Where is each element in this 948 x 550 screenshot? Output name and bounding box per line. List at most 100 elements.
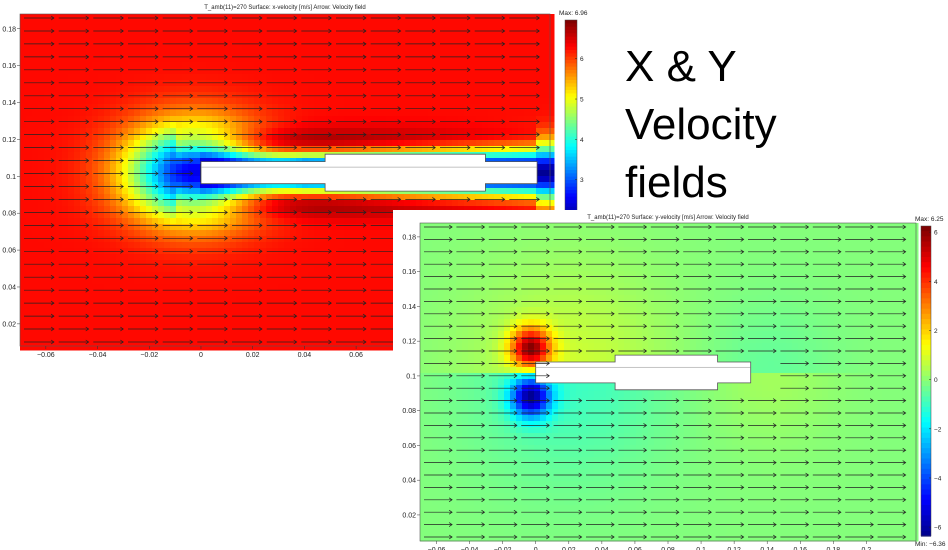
surface-cell: [200, 194, 207, 201]
surface-cell: [458, 206, 465, 213]
surface-cell: [446, 68, 453, 75]
surface-cell: [122, 104, 129, 111]
surface-cell: [266, 296, 273, 303]
surface-cell: [338, 134, 345, 141]
surface-cell: [188, 110, 195, 117]
surface-cell: [296, 194, 303, 201]
surface-cell: [242, 122, 249, 129]
surface-cell: [236, 266, 243, 273]
surface-cell: [332, 32, 339, 39]
surface-cell: [140, 296, 147, 303]
surface-cell: [194, 272, 201, 279]
surface-cell: [44, 182, 51, 189]
surface-cell: [548, 116, 555, 123]
surface-cell: [128, 38, 135, 45]
surface-cell: [242, 302, 249, 309]
surface-cell: [62, 266, 69, 273]
surface-cell: [56, 206, 63, 213]
surface-cell: [260, 290, 267, 297]
surface-cell: [272, 290, 279, 297]
surface-cell: [380, 242, 387, 249]
surface-cell: [386, 122, 393, 129]
surface-cell: [320, 14, 327, 21]
surface-cell: [26, 218, 33, 225]
surface-cell: [122, 92, 129, 99]
surface-cell: [74, 308, 81, 315]
surface-cell: [80, 332, 87, 339]
surface-cell: [494, 140, 501, 147]
surface-cell: [152, 182, 159, 189]
surface-cell: [278, 110, 285, 117]
surface-cell: [206, 20, 213, 27]
surface-cell: [428, 20, 435, 27]
surface-cell: [350, 20, 357, 27]
surface-cell: [218, 236, 225, 243]
surface-cell: [98, 284, 105, 291]
surface-cell: [98, 194, 105, 201]
surface-cell: [50, 116, 57, 123]
surface-cell: [254, 194, 261, 201]
surface-cell: [182, 218, 189, 225]
surface-cell: [218, 338, 225, 345]
surface-cell: [446, 146, 453, 153]
surface-cell: [194, 194, 201, 201]
surface-cell: [116, 80, 123, 87]
surface-cell: [140, 20, 147, 27]
surface-cell: [416, 44, 423, 51]
surface-cell: [122, 56, 129, 63]
surface-cell: [248, 134, 255, 141]
surface-cell: [296, 224, 303, 231]
surface-cell: [254, 20, 261, 27]
surface-cell: [542, 116, 549, 123]
surface-cell: [164, 50, 171, 57]
surface-cell: [212, 110, 219, 117]
surface-cell: [26, 32, 33, 39]
surface-cell: [332, 50, 339, 57]
surface-cell: [248, 338, 255, 345]
surface-cell: [206, 230, 213, 237]
surface-cell: [428, 140, 435, 147]
surface-cell: [338, 242, 345, 249]
surface-cell: [152, 218, 159, 225]
surface-cell: [20, 68, 27, 75]
surface-cell: [332, 92, 339, 99]
surface-cell: [68, 194, 75, 201]
surface-cell: [308, 134, 315, 141]
surface-cell: [230, 266, 237, 273]
surface-cell: [56, 290, 63, 297]
surface-cell: [212, 116, 219, 123]
surface-cell: [44, 98, 51, 105]
surface-cell: [224, 224, 231, 231]
surface-cell: [128, 314, 135, 321]
surface-cell: [44, 26, 51, 33]
surface-cell: [548, 164, 555, 171]
surface-cell: [302, 50, 309, 57]
surface-cell: [278, 266, 285, 273]
surface-cell: [524, 92, 531, 99]
surface-cell: [152, 116, 159, 123]
surface-cell: [506, 62, 513, 69]
surface-cell: [404, 200, 411, 207]
surface-cell: [44, 62, 51, 69]
surface-cell: [44, 110, 51, 117]
surface-cell: [230, 92, 237, 99]
surface-cell: [494, 122, 501, 129]
surface-cell: [206, 50, 213, 57]
surface-cell: [104, 224, 111, 231]
surface-cell: [440, 134, 447, 141]
surface-cell: [476, 206, 483, 213]
surface-cell: [248, 314, 255, 321]
velocity-arrow: [197, 15, 228, 21]
surface-cell: [344, 242, 351, 249]
surface-cell: [440, 80, 447, 87]
surface-cell: [350, 308, 357, 315]
surface-cell: [44, 104, 51, 111]
surface-cell: [398, 68, 405, 75]
surface-cell: [362, 206, 369, 213]
surface-cell: [194, 146, 201, 153]
surface-cell: [128, 260, 135, 267]
surface-cell: [164, 242, 171, 249]
surface-cell: [278, 290, 285, 297]
surface-cell: [128, 320, 135, 327]
surface-cell: [74, 320, 81, 327]
